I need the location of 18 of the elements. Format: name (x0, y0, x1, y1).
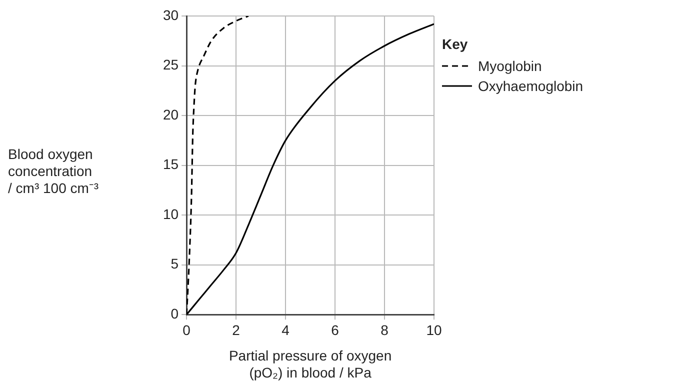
x-tick-label: 0 (182, 322, 191, 338)
legend-title: Key (442, 36, 469, 52)
legend-label: Myoglobin (478, 58, 542, 74)
x-tick-label: 6 (331, 322, 340, 338)
x-tick-label: 8 (380, 322, 389, 338)
x-tick-label: 2 (232, 322, 240, 338)
y-tick-label: 10 (162, 206, 179, 222)
y-tick-label: 0 (170, 305, 179, 322)
y-tick-label: 20 (162, 106, 179, 122)
legend-label: Oxyhaemoglobin (478, 78, 584, 94)
x-axis-title: Partial pressure of oxygen (pO₂) in blood / kPa (228, 348, 392, 380)
x-tick-label: 10 (426, 322, 442, 338)
y-tick-label: 15 (162, 156, 179, 172)
y-tick-label: 5 (170, 256, 179, 272)
y-tick-label: 30 (162, 6, 179, 23)
y-tick-label: 25 (162, 56, 179, 73)
y-axis-title: Blood oxygen concentration / cm³ 100 cm⁻³ (8, 146, 99, 197)
x-tick-label: 4 (282, 322, 290, 338)
